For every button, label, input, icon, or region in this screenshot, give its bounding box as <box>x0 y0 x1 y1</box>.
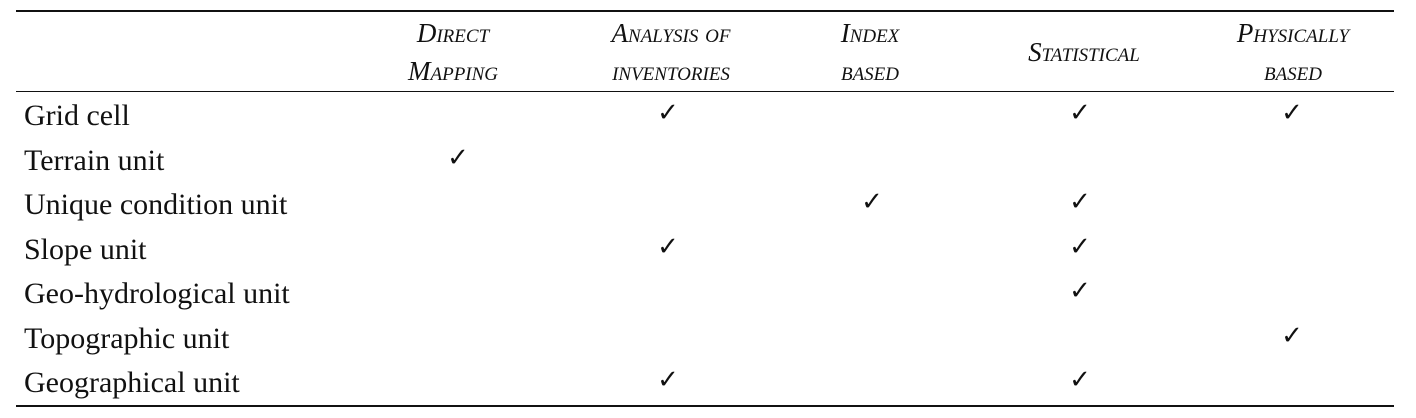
checkmark-icon: ✓ <box>657 231 679 262</box>
column-header-line: based <box>840 56 900 86</box>
row-label: Slope unit <box>24 232 147 266</box>
checkmark-icon: ✓ <box>861 187 883 217</box>
table-row: Unique condition unit ✓ ✓ <box>0 183 1416 227</box>
checkmark-icon: ✓ <box>1069 231 1091 262</box>
column-header-line: inventories <box>612 56 730 86</box>
column-header-index-based: Index based <box>800 14 940 90</box>
table-row: Grid cell ✓ ✓ ✓ <box>0 94 1416 138</box>
header-separator-rule <box>16 91 1394 92</box>
column-header-statistical: Statistical <box>975 14 1193 90</box>
table-row: Topographic unit ✓ <box>0 317 1416 361</box>
table-top-rule <box>16 10 1394 12</box>
checkmark-icon: ✓ <box>1069 98 1091 128</box>
checkmark-icon: ✓ <box>1069 187 1091 217</box>
table-row: Terrain unit ✓ <box>0 139 1416 183</box>
row-label: Terrain unit <box>24 143 165 177</box>
table-bottom-rule <box>16 405 1394 407</box>
column-header-line: Direct <box>416 18 490 48</box>
checkmark-icon: ✓ <box>657 98 679 128</box>
table-row: Geographical unit ✓ ✓ <box>0 361 1416 405</box>
row-label: Unique condition unit <box>24 188 288 221</box>
column-header-line: Physically <box>1236 18 1350 48</box>
checkmark-icon: ✓ <box>657 365 679 395</box>
column-header-line: Mapping <box>407 56 499 86</box>
row-label: Grid cell <box>24 99 130 132</box>
row-label: Topographic unit <box>24 321 230 355</box>
column-header-physically-based: Physically based <box>1196 14 1390 90</box>
table-row: Geo-hydrological unit ✓ <box>0 272 1416 316</box>
checkmark-icon: ✓ <box>1069 365 1091 395</box>
row-label: Geographical unit <box>24 366 240 399</box>
checkmark-icon: ✓ <box>1281 320 1303 351</box>
column-header-line: based <box>1263 56 1323 86</box>
checkmark-icon: ✓ <box>447 142 469 173</box>
column-header-direct-mapping: Direct Mapping <box>360 14 546 90</box>
table-row: Slope unit ✓ ✓ <box>0 228 1416 272</box>
column-header-line: Index <box>840 18 900 48</box>
column-header-line: Analysis of <box>611 18 731 48</box>
checkmark-icon: ✓ <box>1069 276 1091 306</box>
column-header-line: Statistical <box>1028 37 1140 67</box>
checkmark-icon: ✓ <box>1281 98 1303 128</box>
column-header-analysis-of-inventories: Analysis of inventories <box>558 14 784 90</box>
row-label: Geo-hydrological unit <box>24 277 290 310</box>
